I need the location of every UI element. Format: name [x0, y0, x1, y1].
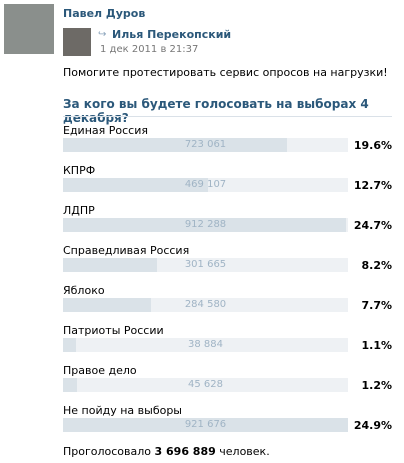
option-percent: 12.7% [353, 179, 392, 192]
option-percent: 1.2% [361, 379, 392, 392]
option-bar [63, 338, 76, 352]
option-percent: 8.2% [361, 259, 392, 272]
option-votes: 723 061 [184, 139, 227, 150]
author-avatar[interactable] [4, 4, 54, 54]
option-bar [63, 178, 209, 192]
option-label: Патриоты России [63, 324, 164, 337]
option-votes: 912 288 [184, 219, 227, 230]
post-text: Помогите протестировать сервис опросов н… [63, 66, 388, 79]
option-track[interactable]: 45 628 [63, 378, 348, 392]
author-name[interactable]: Павел Дуров [63, 7, 146, 20]
divider [63, 116, 392, 117]
total-prefix: Проголосовало [63, 445, 152, 458]
option-votes: 38 884 [188, 339, 223, 350]
option-track[interactable]: 301 665 [63, 258, 348, 272]
option-votes: 45 628 [188, 379, 223, 390]
total-suffix: человек. [219, 445, 270, 458]
repost-author[interactable]: Илья Перекопский [112, 28, 232, 41]
option-bar [63, 138, 288, 152]
option-label: Правое дело [63, 364, 137, 377]
option-percent: 24.7% [353, 219, 392, 232]
option-track[interactable]: 38 884 [63, 338, 348, 352]
option-percent: 1.1% [361, 339, 392, 352]
option-bar [63, 258, 157, 272]
poll-question: За кого вы будете голосовать на выборах … [63, 97, 369, 125]
option-label: Не пойду на выборы [63, 404, 182, 417]
poll-total: Проголосовало 3 696 889 человек. [63, 445, 270, 458]
option-bar [63, 218, 346, 232]
option-label: ЛДПР [63, 204, 95, 217]
option-votes: 284 580 [184, 299, 227, 310]
option-track[interactable]: 469 107 [63, 178, 348, 192]
option-track[interactable]: 723 061 [63, 138, 348, 152]
option-bar [63, 418, 348, 432]
option-label: Справедливая Россия [63, 244, 190, 257]
option-label: Яблоко [63, 284, 105, 297]
option-votes: 301 665 [184, 259, 227, 270]
option-bar [63, 378, 77, 392]
option-track[interactable]: 921 676 [63, 418, 348, 432]
post-date[interactable]: 1 дек 2011 в 21:37 [100, 44, 199, 55]
option-percent: 24.9% [353, 419, 392, 432]
option-votes: 921 676 [184, 419, 227, 430]
option-track[interactable]: 284 580 [63, 298, 348, 312]
option-percent: 7.7% [361, 299, 392, 312]
total-count: 3 696 889 [154, 445, 216, 458]
option-track[interactable]: 912 288 [63, 218, 348, 232]
repost-avatar[interactable] [63, 28, 91, 56]
option-bar [63, 298, 152, 312]
repost-icon: ↪ [98, 29, 107, 40]
option-label: Единая Россия [63, 124, 148, 137]
option-percent: 19.6% [353, 139, 392, 152]
option-votes: 469 107 [184, 179, 227, 190]
option-label: КПРФ [63, 164, 96, 177]
